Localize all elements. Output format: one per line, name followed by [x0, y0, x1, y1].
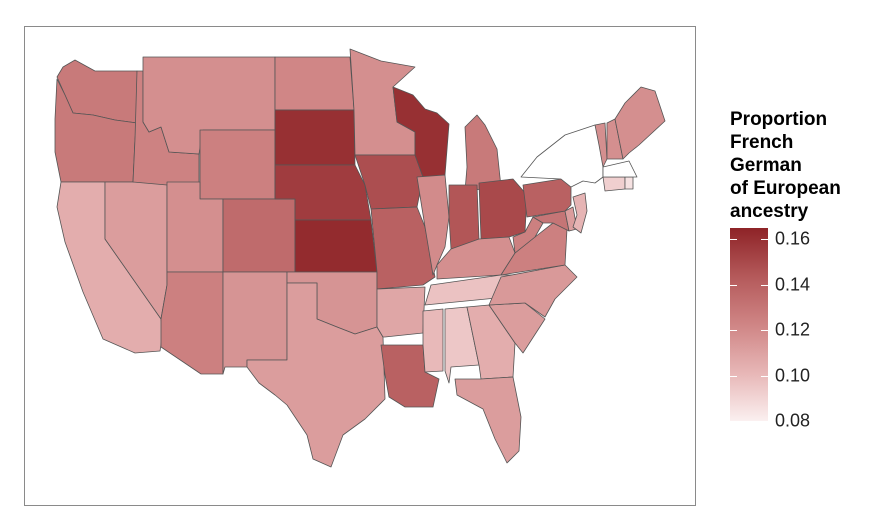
state-wy: [199, 129, 276, 200]
state-ks: [294, 219, 378, 273]
state-nd: [274, 56, 355, 111]
legend-title: Proportion French German of European anc…: [730, 108, 870, 223]
colorbar: [730, 228, 768, 421]
state-sd: [274, 109, 356, 166]
state-ny: [520, 124, 604, 188]
state-ri: [624, 176, 634, 190]
legend: Proportion French German of European anc…: [730, 108, 870, 431]
state-pa: [522, 178, 572, 218]
state-ct: [602, 176, 626, 192]
colorbar-tick-label: 0.12: [775, 319, 811, 340]
state-nj: [572, 192, 588, 234]
state-tx: [246, 282, 386, 468]
state-ky: [436, 236, 516, 280]
state-oh: [478, 178, 528, 240]
state-nc: [488, 264, 578, 318]
state-mo: [370, 206, 436, 290]
state-ar: [376, 286, 426, 338]
colorbar-tick-label: 0.08: [775, 410, 811, 431]
colorbar-tick-label: 0.16: [775, 228, 811, 249]
colorbar-wrap: 0.16 0.14 0.12 0.10 0.08: [730, 228, 870, 431]
state-co: [222, 198, 296, 273]
colorbar-tick-label: 0.14: [775, 274, 811, 295]
state-ms: [422, 308, 444, 373]
us-choropleth-map: [54, 48, 666, 468]
state-nm: [222, 271, 288, 375]
state-fl: [454, 376, 522, 464]
legend-title-line: French: [730, 132, 794, 153]
state-in: [448, 184, 480, 250]
legend-title-line: ancestry: [730, 201, 809, 222]
state-mi: [464, 114, 502, 192]
map-panel: [24, 26, 696, 506]
state-vt: [594, 122, 608, 168]
state-az: [160, 271, 224, 375]
state-me: [614, 86, 666, 160]
legend-title-line: of European: [730, 178, 841, 199]
legend-title-line: Proportion: [730, 109, 828, 130]
legend-title-line: German: [730, 155, 802, 176]
state-il: [416, 174, 450, 276]
colorbar-tick-label: 0.10: [775, 365, 811, 386]
state-ma: [602, 160, 638, 178]
